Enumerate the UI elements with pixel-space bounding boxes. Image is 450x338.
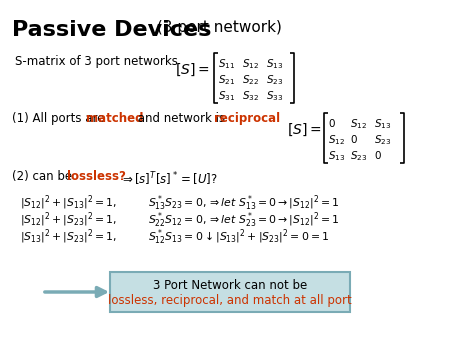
Text: $[S]=$: $[S]=$ [175, 62, 209, 78]
Text: $0$: $0$ [328, 117, 336, 129]
Text: (3 port network): (3 port network) [152, 20, 282, 35]
Text: $[S]=$: $[S]=$ [287, 122, 321, 138]
Text: $0$: $0$ [350, 133, 358, 145]
Text: $\ \Rightarrow [s]^T[s]^* = [U]$?: $\ \Rightarrow [s]^T[s]^* = [U]$? [116, 170, 218, 188]
Text: reciprocal: reciprocal [214, 112, 280, 125]
Text: $S_{22}^*S_{12}=0, \Rightarrow let\ S_{23}^*=0\rightarrow|S_{12}|^2=1$: $S_{22}^*S_{12}=0, \Rightarrow let\ S_{2… [148, 210, 340, 230]
Text: S-matrix of 3 port networks: S-matrix of 3 port networks [15, 55, 178, 68]
Text: $S_{22}$: $S_{22}$ [242, 73, 259, 87]
Text: $S_{21}$: $S_{21}$ [218, 73, 235, 87]
Text: (2) can be: (2) can be [12, 170, 76, 183]
Text: $S_{12}$: $S_{12}$ [350, 117, 367, 131]
Text: and network is: and network is [134, 112, 229, 125]
Text: lossless?: lossless? [67, 170, 126, 183]
Text: $S_{32}$: $S_{32}$ [242, 89, 259, 103]
Text: $S_{23}$: $S_{23}$ [350, 149, 367, 163]
Text: $|S_{12}|^2+|S_{13}|^2=1,$: $|S_{12}|^2+|S_{13}|^2=1,$ [20, 193, 117, 212]
Text: $|S_{13}|^2+|S_{23}|^2=1,$: $|S_{13}|^2+|S_{23}|^2=1,$ [20, 227, 117, 246]
Text: $S_{23}$: $S_{23}$ [374, 133, 391, 147]
Text: $S_{12}^*S_{13}=0\downarrow|S_{13}|^2+|S_{23}|^2=0=1$: $S_{12}^*S_{13}=0\downarrow|S_{13}|^2+|S… [148, 227, 329, 247]
Text: $|S_{12}|^2+|S_{23}|^2=1,$: $|S_{12}|^2+|S_{23}|^2=1,$ [20, 210, 117, 228]
Text: $S_{13}^*S_{23}=0, \Rightarrow let\ S_{13}^*=0\rightarrow|S_{12}|^2=1$: $S_{13}^*S_{23}=0, \Rightarrow let\ S_{1… [148, 193, 340, 213]
Text: $S_{33}$: $S_{33}$ [266, 89, 283, 103]
Text: $S_{12}$: $S_{12}$ [328, 133, 345, 147]
Text: $S_{13}$: $S_{13}$ [266, 57, 283, 71]
Text: $S_{12}$: $S_{12}$ [242, 57, 259, 71]
FancyBboxPatch shape [110, 272, 350, 312]
Text: lossless, reciprocal, and match at all port: lossless, reciprocal, and match at all p… [108, 294, 352, 307]
Text: (1) All ports are: (1) All ports are [12, 112, 108, 125]
Text: $S_{23}$: $S_{23}$ [266, 73, 283, 87]
Text: 3 Port Network can not be: 3 Port Network can not be [153, 279, 307, 292]
Text: $S_{13}$: $S_{13}$ [328, 149, 345, 163]
Text: $S_{31}$: $S_{31}$ [218, 89, 235, 103]
Text: matched: matched [86, 112, 144, 125]
Text: $S_{13}$: $S_{13}$ [374, 117, 391, 131]
Text: $S_{11}$: $S_{11}$ [218, 57, 235, 71]
Text: Passive Devices: Passive Devices [12, 20, 211, 40]
Text: $0$: $0$ [374, 149, 382, 161]
